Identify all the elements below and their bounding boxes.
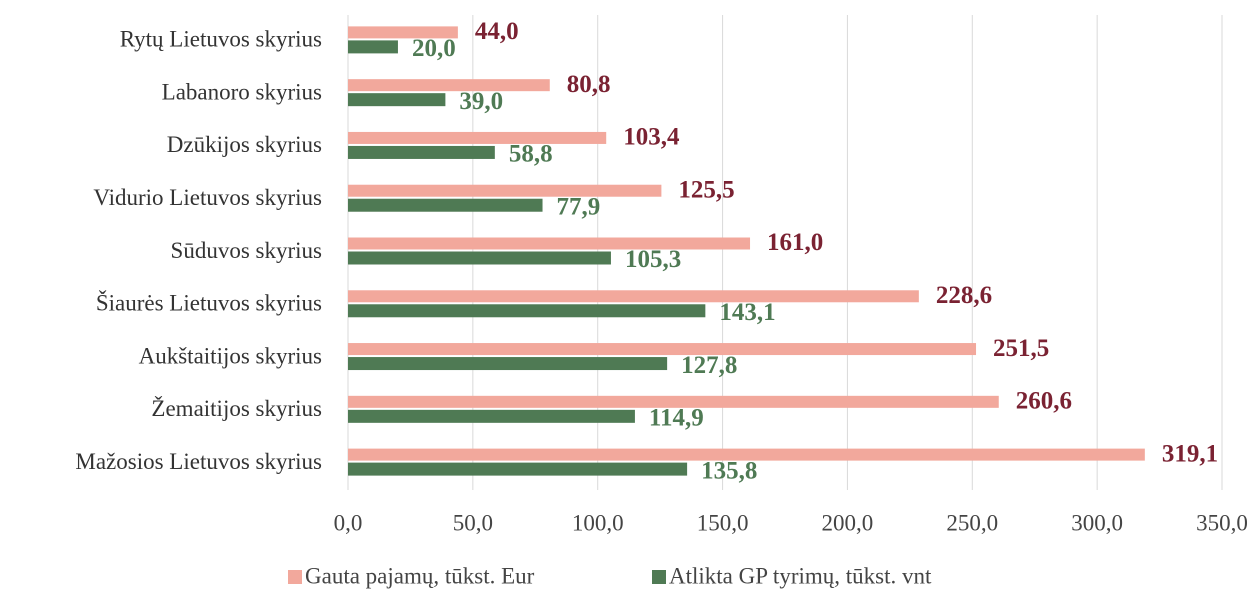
data-label: 251,5 [993, 335, 1049, 362]
data-label: 80,8 [567, 71, 611, 98]
bar [348, 145, 495, 159]
x-tick-label: 300,0 [1071, 510, 1123, 535]
data-label: 319,1 [1162, 440, 1218, 467]
data-label: 20,0 [412, 35, 456, 62]
bar [348, 79, 550, 92]
data-label: 114,9 [649, 405, 704, 432]
bar [348, 462, 688, 476]
legend-label: Atlikta GP tyrimų, tūkst. vnt [669, 563, 932, 588]
y-tick-label: Vidurio Lietuvos skyrius [93, 185, 322, 210]
bar [348, 184, 662, 197]
bar [348, 93, 446, 107]
bar [348, 251, 611, 265]
y-tick-label: Aukštaitijos skyrius [139, 343, 322, 368]
y-tick-label: Mažosios Lietuvos skyrius [75, 449, 322, 474]
legend-swatch [288, 570, 302, 584]
y-tick-label: Sūduvos skyrius [171, 238, 322, 263]
bar [348, 304, 706, 318]
x-tick-label: 100,0 [572, 510, 624, 535]
y-tick-label: Žemaitijos skyrius [151, 396, 322, 421]
data-label: 58,8 [509, 141, 553, 168]
bar [348, 395, 999, 408]
data-label: 105,3 [625, 246, 681, 273]
bar [348, 198, 543, 212]
y-tick-label: Šiaurės Lietuvos skyrius [96, 290, 322, 316]
bar [348, 26, 458, 39]
data-label: 143,1 [719, 299, 775, 326]
legend-label: Gauta pajamų, tūkst. Eur [305, 563, 535, 588]
data-label: 135,8 [701, 457, 757, 484]
data-label: 77,9 [557, 193, 601, 220]
bar [348, 131, 607, 144]
data-label: 103,4 [623, 124, 680, 151]
bar [348, 343, 977, 356]
bar [348, 40, 398, 54]
y-tick-label: Labanoro skyrius [162, 79, 322, 104]
bar [348, 448, 1145, 461]
bar [348, 357, 668, 371]
x-tick-label: 350,0 [1196, 510, 1248, 535]
data-label: 260,6 [1016, 388, 1072, 415]
y-tick-label: Rytų Lietuvos skyrius [120, 27, 322, 52]
x-tick-label: 200,0 [822, 510, 874, 535]
data-label: 44,0 [475, 18, 519, 45]
x-tick-label: 250,0 [946, 510, 998, 535]
data-label: 125,5 [678, 176, 734, 203]
bar [348, 290, 919, 303]
data-label: 161,0 [767, 229, 823, 256]
y-tick-label: Dzūkijos skyrius [167, 132, 322, 157]
data-label: 127,8 [681, 352, 737, 379]
legend-swatch [652, 570, 666, 584]
data-label: 39,0 [459, 88, 503, 115]
x-tick-label: 150,0 [697, 510, 749, 535]
data-label: 228,6 [936, 282, 992, 309]
x-tick-label: 0,0 [334, 510, 363, 535]
bar [348, 409, 635, 423]
bar [348, 237, 751, 250]
x-tick-label: 50,0 [453, 510, 493, 535]
